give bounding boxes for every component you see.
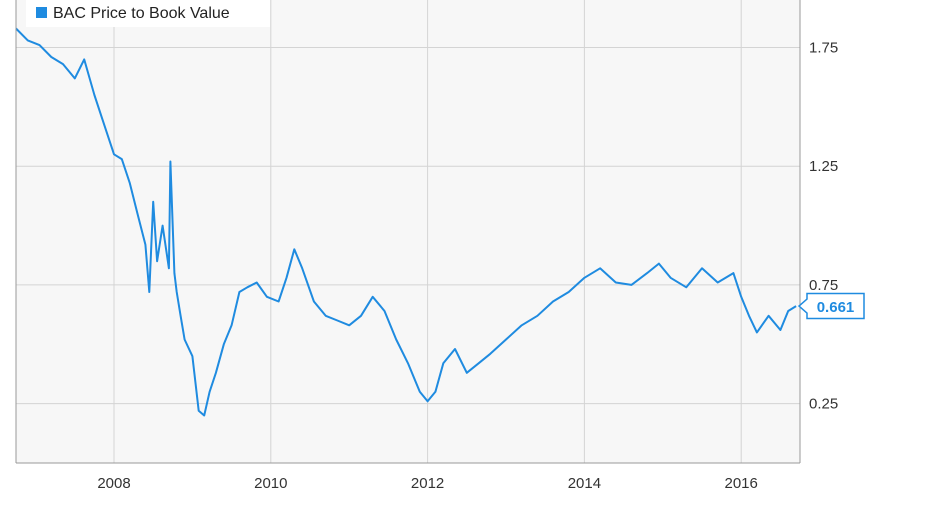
y-tick-label: 0.25 [809,396,838,413]
last-value-label: 0.661 [817,299,855,316]
legend-swatch [36,7,47,18]
y-tick-label: 0.75 [809,277,838,294]
x-tick-label: 2010 [254,475,287,492]
x-tick-label: 2016 [725,475,758,492]
series-line-bac-price-to-book [15,27,797,417]
y-tick-label: 1.25 [809,158,838,175]
last-value-callout [797,292,865,320]
y-tick-label: 1.75 [809,39,838,56]
x-tick-label: 2014 [568,475,601,492]
legend-box [26,0,270,27]
plot-area [16,0,800,463]
x-tick-label: 2008 [97,475,130,492]
x-tick-label: 2012 [411,475,444,492]
legend-label: BAC Price to Book Value [53,5,230,22]
